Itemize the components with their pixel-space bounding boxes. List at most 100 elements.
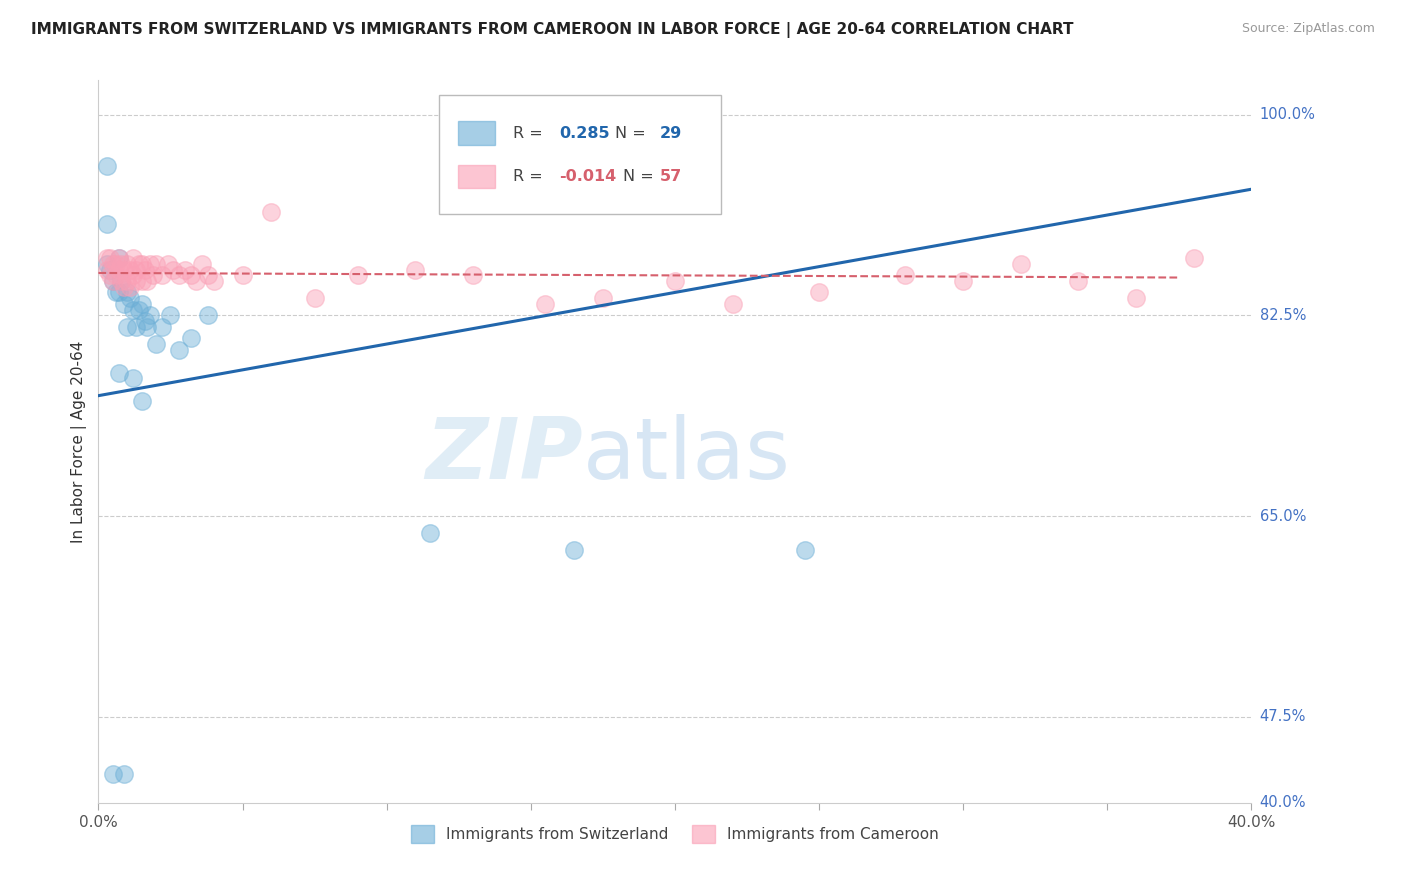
Point xyxy=(1182,251,1205,265)
Text: Source: ZipAtlas.com: Source: ZipAtlas.com xyxy=(1241,22,1375,36)
Text: N =: N = xyxy=(614,126,651,141)
Point xyxy=(107,251,129,265)
Legend: Immigrants from Switzerland, Immigrants from Cameroon: Immigrants from Switzerland, Immigrants … xyxy=(405,819,945,849)
Point xyxy=(346,268,368,283)
Point xyxy=(592,291,614,305)
Point xyxy=(104,268,127,283)
Text: 57: 57 xyxy=(659,169,682,184)
Y-axis label: In Labor Force | Age 20-64: In Labor Force | Age 20-64 xyxy=(72,341,87,542)
Point xyxy=(110,257,132,271)
Point xyxy=(145,337,167,351)
Point xyxy=(419,526,441,541)
Text: atlas: atlas xyxy=(582,415,790,498)
Text: R =: R = xyxy=(513,169,548,184)
Point xyxy=(117,257,139,271)
Point xyxy=(139,309,162,323)
Point xyxy=(120,291,142,305)
Point xyxy=(96,262,118,277)
Point xyxy=(98,268,121,283)
Point xyxy=(808,285,831,300)
Point xyxy=(128,302,150,317)
Point xyxy=(461,268,484,283)
Point xyxy=(96,217,118,231)
Point xyxy=(110,274,132,288)
Point xyxy=(112,767,135,781)
Point xyxy=(405,262,427,277)
Text: 29: 29 xyxy=(659,126,682,141)
Point xyxy=(112,262,135,277)
Point xyxy=(134,314,156,328)
Point xyxy=(107,262,129,277)
Point xyxy=(1067,274,1090,288)
Point xyxy=(150,268,173,283)
Point xyxy=(125,274,148,288)
Point xyxy=(122,302,145,317)
Point xyxy=(162,262,184,277)
Point xyxy=(101,257,124,271)
FancyBboxPatch shape xyxy=(439,95,721,214)
Point xyxy=(122,268,145,283)
Point xyxy=(180,331,202,345)
Point xyxy=(101,767,124,781)
Point xyxy=(125,319,148,334)
Point xyxy=(150,319,173,334)
Point xyxy=(131,394,153,409)
Point xyxy=(107,251,129,265)
Text: N =: N = xyxy=(623,169,659,184)
Point xyxy=(231,268,254,283)
Point xyxy=(562,543,585,558)
Point xyxy=(952,274,974,288)
Text: 0.285: 0.285 xyxy=(560,126,610,141)
Point xyxy=(186,274,208,288)
FancyBboxPatch shape xyxy=(458,121,495,145)
Point xyxy=(98,262,121,277)
Point xyxy=(167,343,190,357)
Point xyxy=(112,279,135,293)
FancyBboxPatch shape xyxy=(458,165,495,188)
Point xyxy=(793,543,815,558)
Point xyxy=(104,257,127,271)
Point xyxy=(110,274,132,288)
Point xyxy=(96,257,118,271)
Text: IMMIGRANTS FROM SWITZERLAND VS IMMIGRANTS FROM CAMEROON IN LABOR FORCE | AGE 20-: IMMIGRANTS FROM SWITZERLAND VS IMMIGRANT… xyxy=(31,22,1073,38)
Point xyxy=(101,274,124,288)
Text: 65.0%: 65.0% xyxy=(1260,508,1306,524)
Point xyxy=(101,274,124,288)
Point xyxy=(894,268,917,283)
Point xyxy=(96,251,118,265)
Point xyxy=(136,319,159,334)
Point xyxy=(120,262,142,277)
Text: 100.0%: 100.0% xyxy=(1260,107,1316,122)
Point xyxy=(134,262,156,277)
Text: 82.5%: 82.5% xyxy=(1260,308,1306,323)
Text: ZIP: ZIP xyxy=(425,415,582,498)
Point xyxy=(260,205,283,219)
Point xyxy=(104,285,127,300)
Point xyxy=(197,309,219,323)
Point xyxy=(191,257,214,271)
Point xyxy=(131,257,153,271)
Point xyxy=(180,268,202,283)
Point xyxy=(136,274,159,288)
Point xyxy=(117,274,139,288)
Text: 47.5%: 47.5% xyxy=(1260,709,1306,724)
Point xyxy=(197,268,219,283)
Point xyxy=(117,285,139,300)
Text: 40.0%: 40.0% xyxy=(1260,796,1306,810)
Point xyxy=(131,297,153,311)
Text: R =: R = xyxy=(513,126,548,141)
Point xyxy=(131,274,153,288)
Point xyxy=(167,268,190,283)
Point xyxy=(304,291,326,305)
Point xyxy=(125,262,148,277)
Point xyxy=(145,257,167,271)
Point xyxy=(159,309,181,323)
Point xyxy=(98,251,121,265)
Point xyxy=(107,285,129,300)
Point xyxy=(122,251,145,265)
Point xyxy=(534,297,557,311)
Point xyxy=(96,159,118,173)
Point xyxy=(202,274,225,288)
Point xyxy=(122,371,145,385)
Point xyxy=(139,257,162,271)
